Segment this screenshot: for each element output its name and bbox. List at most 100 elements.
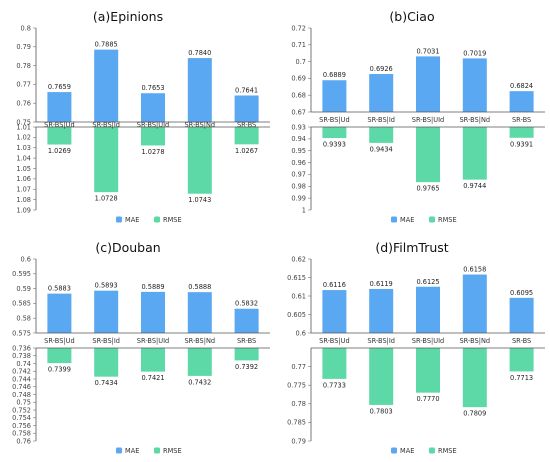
y-tick-label: 0.71 — [291, 41, 306, 49]
mae-bar-2 — [94, 49, 119, 123]
data-label: 0.6158 — [463, 266, 486, 274]
y-tick-label: 1.01 — [16, 123, 31, 131]
mae-bar-4 — [462, 274, 487, 333]
rmse-bar-2 — [369, 127, 394, 143]
data-label: 0.6889 — [323, 71, 346, 79]
legend: MAE RMSE — [116, 216, 182, 224]
category-label: SR-BS|Id — [367, 337, 395, 345]
rmse-bar-3 — [416, 348, 440, 393]
category-label: SR-BS|Nd — [185, 121, 216, 129]
y-tick-label: 0.61 — [291, 292, 306, 300]
data-label: 0.7399 — [48, 366, 71, 374]
mae-bar-3 — [141, 93, 165, 122]
y-tick-label: 0.76 — [16, 437, 31, 445]
y-tick-label: 0.67 — [291, 108, 306, 116]
y-tick-label: 0.6 — [296, 329, 307, 337]
legend: MAE RMSE — [391, 216, 457, 224]
chart-panel-4: (d)FilmTrust 0.6 0.605 0.61 0.615 0.62 0.6116 0… — [287, 240, 545, 455]
data-label: 0.7031 — [416, 47, 439, 55]
rmse-bar-4 — [462, 127, 487, 180]
category-label: SR-BS|Ud — [44, 121, 74, 129]
y-tick-label: 0.68 — [291, 92, 306, 100]
panel-title: (b)Ciao — [389, 9, 434, 24]
y-tick-label: 0.77 — [291, 363, 306, 371]
y-tick-label: 0.75 — [16, 118, 31, 126]
mae-bar-3 — [141, 291, 165, 333]
y-tick-label: 0.97 — [291, 171, 306, 179]
rmse-bar-2 — [94, 348, 119, 377]
panel-title: (c)Douban — [95, 240, 160, 255]
mae-bar-1 — [322, 290, 347, 333]
data-label: 0.6116 — [323, 281, 346, 289]
mae-bar-4 — [187, 292, 212, 333]
mae-bar-5 — [509, 297, 534, 333]
y-tick-label: 0.72 — [291, 24, 306, 32]
mae-bar-1 — [322, 80, 347, 112]
y-tick-label: 0.746 — [12, 383, 31, 391]
rmse-bar-4 — [187, 348, 212, 376]
data-label: 0.5832 — [235, 300, 258, 308]
y-tick-label: 1.02 — [16, 134, 31, 142]
data-label: 0.5888 — [188, 283, 211, 291]
y-tick-label: 1.08 — [16, 196, 31, 204]
legend-swatch-mae — [391, 216, 397, 223]
legend-swatch-mae — [391, 447, 397, 454]
data-label: 0.9744 — [463, 182, 486, 190]
data-label: 0.7809 — [463, 410, 486, 418]
y-tick-label: 0.758 — [12, 430, 31, 438]
y-tick-label: 0.8 — [21, 24, 32, 32]
rmse-bar-2 — [94, 127, 119, 193]
y-tick-label: 1.06 — [16, 175, 31, 183]
y-tick-label: 0.58 — [16, 315, 31, 323]
y-tick-label: 0.785 — [287, 419, 306, 427]
category-label: SR-BS — [237, 337, 256, 345]
data-label: 0.7733 — [323, 381, 346, 389]
legend-swatch-rmse — [429, 447, 435, 454]
legend-label-rmse: RMSE — [438, 447, 457, 455]
y-tick-label: 0.754 — [12, 414, 31, 422]
y-tick-label: 1.04 — [16, 154, 31, 162]
legend-swatch-rmse — [154, 447, 160, 454]
category-label: SR-BS|Id — [92, 121, 120, 129]
legend: MAE RMSE — [116, 447, 182, 455]
y-tick-label: 0.775 — [287, 382, 306, 390]
mae-bar-1 — [47, 293, 72, 333]
y-tick-label: 0.6 — [21, 255, 32, 263]
rmse-bar-1 — [322, 127, 347, 139]
data-label: 0.5889 — [141, 283, 164, 291]
chart-panel-1: (a)Epinions 0.75 0.76 0.77 0.78 0.79 0.8 0.7659… — [16, 9, 270, 224]
data-label: 1.0743 — [188, 196, 211, 204]
data-label: 0.7653 — [141, 84, 164, 92]
category-label: SR-BS|UId — [137, 337, 169, 345]
rmse-bar-3 — [141, 127, 165, 146]
y-tick-label: 0.575 — [12, 329, 31, 337]
category-label: SR-BS|Id — [92, 337, 120, 345]
y-tick-label: 0.78 — [291, 400, 306, 408]
data-label: 0.7392 — [235, 363, 258, 371]
legend-label-mae: MAE — [400, 447, 414, 455]
data-label: 0.9391 — [510, 140, 533, 148]
data-label: 0.7434 — [95, 379, 118, 387]
category-label: SR-BS|Nd — [460, 116, 491, 124]
rmse-bar-1 — [322, 348, 347, 379]
y-tick-label: 0.93 — [291, 123, 306, 131]
data-label: 0.6119 — [370, 280, 393, 288]
category-label: SR-BS|UId — [412, 337, 444, 345]
rmse-bar-3 — [416, 127, 440, 183]
y-tick-label: 0.742 — [12, 368, 31, 376]
rmse-bar-4 — [462, 348, 487, 408]
chart-panel-3: (c)Douban 0.575 0.58 0.585 0.59 0.595 0.6 0.588… — [12, 240, 270, 455]
data-label: 0.7432 — [188, 378, 211, 386]
y-tick-label: 0.738 — [12, 352, 31, 360]
legend: MAE RMSE — [391, 447, 457, 455]
category-label: SR-BS — [512, 337, 531, 345]
y-tick-label: 0.75 — [16, 399, 31, 407]
legend-label-mae: MAE — [125, 216, 139, 224]
data-label: 1.0269 — [48, 147, 71, 155]
y-tick-label: 0.736 — [12, 344, 31, 352]
y-tick-label: 0.62 — [291, 255, 306, 263]
category-label: SR-BS — [512, 116, 531, 124]
category-label: SR-BS|Nd — [185, 337, 216, 345]
data-label: 0.7770 — [416, 395, 439, 403]
y-tick-label: 1.09 — [16, 206, 31, 214]
